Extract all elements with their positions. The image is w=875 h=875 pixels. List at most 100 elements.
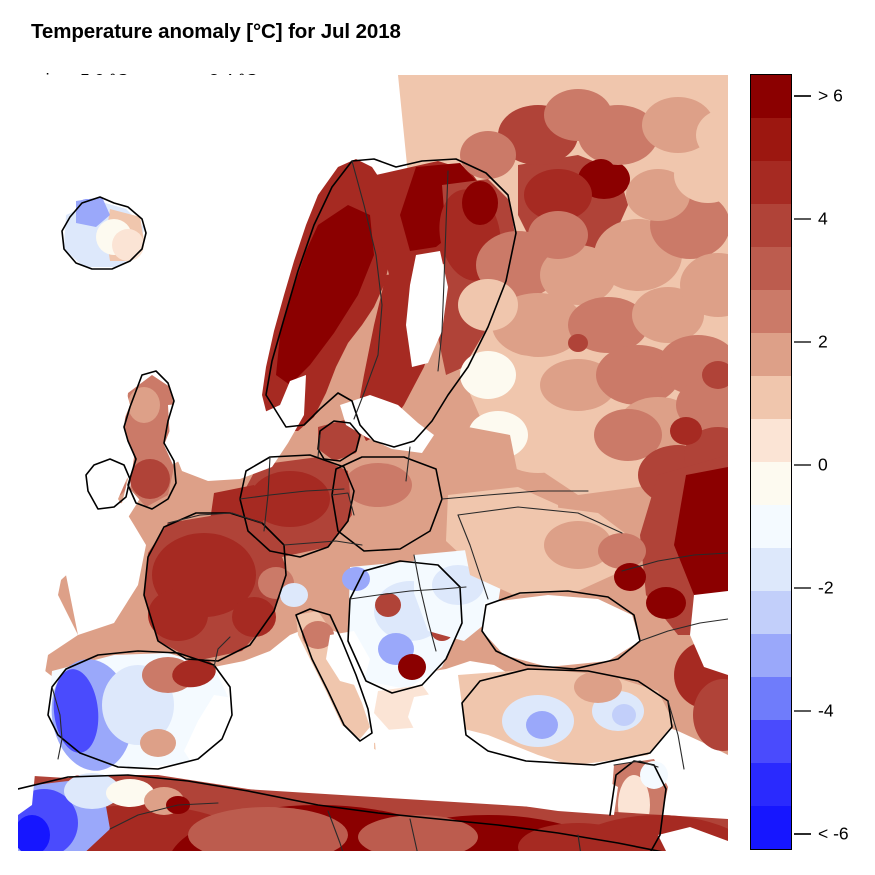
colorbar[interactable]: > 6 4 2 0 -2 -4 < -6: [750, 74, 875, 851]
country-border: [639, 618, 728, 642]
colorbar-band: [751, 75, 791, 118]
region-se-ukraine-warm: [598, 533, 646, 569]
country-border: [613, 760, 659, 768]
country-border: [577, 834, 581, 851]
sea-nodata-mask: [184, 695, 398, 787]
sea-nodata-mask: [66, 375, 146, 635]
coastlines-and-borders: [18, 158, 728, 851]
colorbar-gradient[interactable]: [750, 74, 792, 850]
region-denmark: [318, 419, 362, 461]
sea-nodata-mask: [482, 595, 640, 667]
coastline: [347, 560, 463, 694]
coastline: [295, 608, 373, 742]
colorbar-tick-label: 0: [818, 454, 828, 475]
region-andalusia-warm: [140, 729, 176, 757]
region-russia-patch: [460, 131, 516, 179]
colorbar-tick-label: > 6: [818, 85, 843, 106]
colorbar-band: [751, 505, 791, 548]
hotspot-serbia: [398, 654, 426, 680]
coolspot-anatolia: [526, 711, 558, 739]
country-border: [409, 818, 418, 851]
hotspot-alps-west: [232, 597, 276, 637]
country-border: [349, 586, 467, 600]
hotspot-caucasus: [646, 587, 686, 619]
country-border: [331, 492, 355, 516]
colorbar-band: [751, 677, 791, 720]
region-iceland-cold-top: [76, 197, 110, 227]
colorbar-tick-mark: [794, 341, 811, 343]
colorbar-band: [751, 591, 791, 634]
colorbar-band: [751, 634, 791, 677]
coastline: [609, 760, 667, 851]
country-border: [51, 686, 63, 760]
region-poland-warm: [344, 463, 412, 507]
region-norway-hot-core: [276, 205, 374, 385]
colorbar-tick-mark: [794, 95, 811, 97]
colorbar-tick-label: 4: [818, 208, 828, 229]
coastline: [61, 196, 147, 270]
sea-nodata-mask: [690, 591, 728, 675]
colorbar-tick-mark: [794, 218, 811, 220]
coastline: [123, 370, 177, 510]
region-ukraine-warm: [544, 521, 612, 569]
region-russia-patch: [626, 169, 690, 221]
sea-nodata-mask: [168, 375, 306, 481]
country-border: [213, 636, 231, 668]
hotspot-volga: [670, 417, 702, 445]
region-kola-warm: [524, 169, 592, 221]
region-caspian-core: [674, 467, 728, 595]
country-border: [667, 700, 685, 770]
region-morocco-neutral: [106, 779, 154, 807]
coastline: [265, 158, 517, 448]
region-iceland-east-warm: [112, 229, 144, 261]
colorbar-band: [751, 806, 791, 849]
region-tunisia-mid: [358, 815, 478, 851]
colorbar-tick-label: < -6: [818, 823, 849, 844]
region-turkey-warm: [574, 671, 622, 703]
coastline: [18, 774, 663, 851]
colorbar-band: [751, 763, 791, 806]
map-panel[interactable]: [18, 75, 728, 851]
region-russia-patch: [458, 279, 518, 331]
country-border: [441, 490, 589, 500]
country-border: [621, 552, 728, 572]
sea-nodata-mask: [408, 691, 462, 739]
coolspot-alps: [280, 583, 308, 607]
colorbar-band: [751, 376, 791, 419]
coastline: [317, 420, 361, 462]
region-morocco-cold-core: [18, 815, 50, 851]
region-russia-patch: [642, 97, 714, 153]
colorbar-tick-label: 2: [818, 331, 828, 352]
region-iran-warm: [693, 679, 728, 751]
region-finland-hot-spot: [462, 181, 498, 225]
hotspot-hungary: [375, 593, 401, 617]
sea-nodata-mask: [326, 631, 370, 687]
colorbar-tick-mark: [794, 587, 811, 589]
region-russia-patch: [544, 89, 612, 141]
region-russia-patch: [674, 147, 728, 203]
colorbar-tick-mark: [794, 464, 811, 466]
hotspot-azov: [614, 563, 646, 591]
colorbar-band: [751, 118, 791, 161]
colorbar-band: [751, 247, 791, 290]
hotspot-urals: [702, 361, 728, 389]
country-border: [437, 170, 449, 372]
hotspot-nw-russia: [587, 159, 615, 183]
colorbar-tick-mark: [794, 710, 811, 712]
country-border: [317, 434, 321, 458]
sea-nodata-mask: [374, 725, 618, 815]
country-border: [263, 456, 271, 532]
region-russia-patch: [460, 351, 516, 399]
coastline: [481, 590, 641, 670]
colorbar-band: [751, 548, 791, 591]
anomaly-map[interactable]: [18, 75, 728, 851]
country-border: [413, 554, 437, 652]
colorbar-band: [751, 333, 791, 376]
hotspot-pyrenees: [172, 658, 216, 688]
country-border: [351, 160, 383, 420]
colorbar-band: [751, 720, 791, 763]
colorbar-tick-label: -2: [818, 577, 834, 598]
region-scotland: [128, 387, 160, 423]
hotspot-central-russia: [568, 334, 588, 352]
colorbar-band: [751, 462, 791, 505]
